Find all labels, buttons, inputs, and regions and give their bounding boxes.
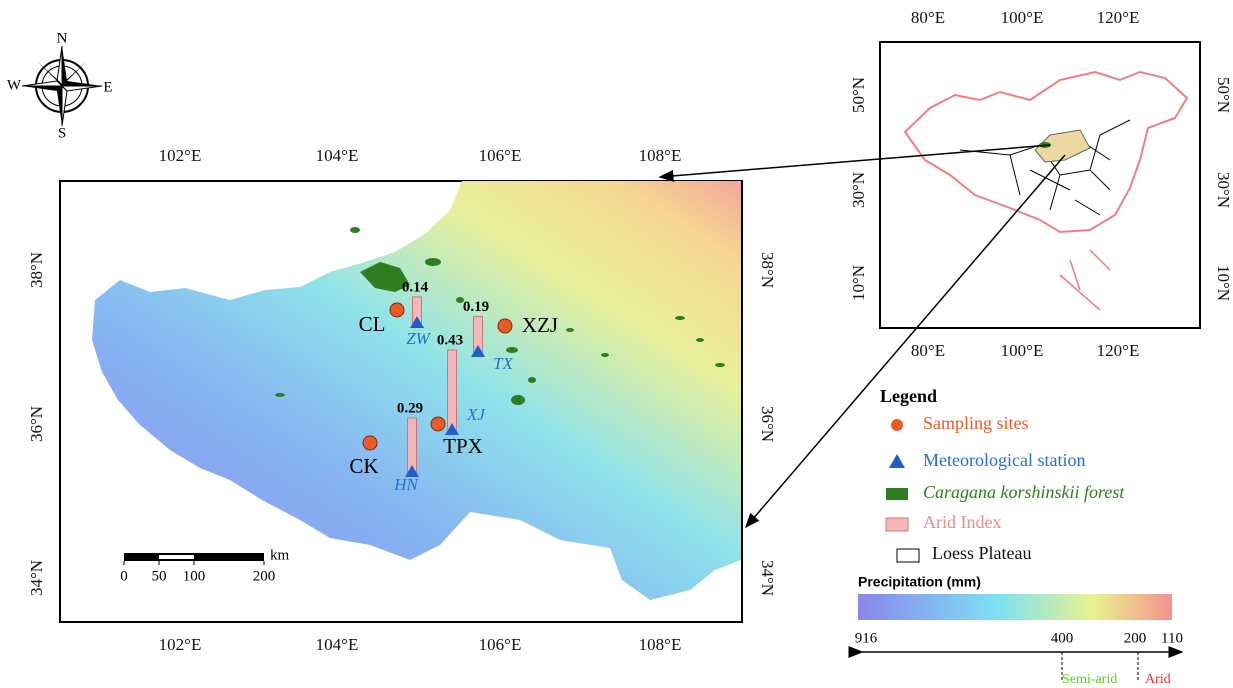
compass-n: N	[57, 30, 68, 46]
station-label: ZW	[406, 329, 431, 348]
legend-item: Meteorological station	[923, 450, 1085, 470]
site-marker	[431, 417, 445, 431]
site-label: TPX	[443, 434, 483, 458]
station-label: XJ	[466, 405, 486, 424]
main-map: 102°E 102°E 104°E 104°E 106°E 106°E 108°E 108°E…	[27, 146, 777, 654]
legend-title: Legend	[880, 386, 937, 406]
inset-y-label: 10°N	[849, 265, 868, 301]
x-axis-label: 108°E	[639, 146, 682, 165]
inset-y-label: 10°N	[1214, 265, 1233, 301]
x-axis-label: 104°E	[316, 146, 359, 165]
y-axis-label: 36°N	[27, 406, 46, 442]
arid-index-bar	[408, 418, 417, 472]
legend-item: Arid Index	[923, 512, 1001, 532]
zone-label: Arid	[1145, 672, 1171, 687]
precip-tick-label: 916	[855, 630, 878, 646]
y-axis-label: 36°N	[758, 406, 777, 442]
inset-y-label: 50°N	[1214, 77, 1233, 113]
site-label: XZJ	[522, 313, 558, 337]
site-label: CK	[349, 454, 378, 478]
inset-y-label: 30°N	[1214, 172, 1233, 208]
scale-tick-label: 50	[152, 568, 167, 584]
legend: Legend Sampling sites Meteorological sta…	[855, 386, 1183, 687]
x-axis-label: 108°E	[639, 635, 682, 654]
arid-index-label: 0.29	[397, 400, 423, 416]
inset-map: 80°E 80°E 100°E 100°E 120°E 120°E 50°N 50°N 30°N…	[660, 8, 1233, 527]
compass-w: W	[7, 77, 22, 93]
scale-unit: km	[270, 547, 290, 563]
site-label: CL	[359, 312, 386, 336]
figure: N S W E 102°E102°E104°E104°E106°E106°E10…	[0, 0, 1233, 688]
compass-e: E	[103, 79, 112, 95]
compass: N S W E	[7, 30, 113, 141]
arid-index-bar	[448, 350, 457, 430]
inset-x-label: 80°E	[911, 8, 945, 27]
site-marker	[498, 319, 512, 333]
x-axis-label: 102°E	[159, 146, 202, 165]
inset-x-label: 120°E	[1097, 8, 1140, 27]
legend-item: Sampling sites	[923, 413, 1029, 433]
legend-item: Caragana korshinskii forest	[923, 482, 1125, 502]
y-axis-label: 34°N	[27, 560, 46, 596]
precip-tick-label: 110	[1161, 630, 1183, 646]
y-axis-label: 38°N	[758, 252, 777, 288]
zone-label: Semi-arid	[1062, 672, 1117, 687]
compass-s: S	[58, 125, 66, 141]
precip-tick-label: 200	[1124, 630, 1147, 646]
legend-item: Loess Plateau	[932, 543, 1031, 563]
inset-y-label: 30°N	[849, 172, 868, 208]
precip-title: Precipitation (mm)	[858, 574, 981, 590]
precip-labels: 916 400 200 110	[855, 630, 1183, 646]
inset-x-label: 120°E	[1097, 341, 1140, 360]
precip-bar	[858, 594, 1172, 620]
y-axis-label: 38°N	[27, 252, 46, 288]
scale-tick-label: 100	[183, 568, 206, 584]
precip-tick-label: 400	[1051, 630, 1074, 646]
arid-index-label: 0.19	[463, 299, 489, 315]
station-label: HN	[393, 475, 419, 494]
x-axis-label: 106°E	[479, 146, 522, 165]
station-label: TX	[493, 354, 513, 373]
arid-index-label: 0.14	[402, 279, 429, 295]
arid-index-label: 0.43	[437, 332, 463, 348]
scale-bar-seg	[159, 555, 194, 559]
inset-x-label: 80°E	[911, 341, 945, 360]
y-axis-label: 34°N	[758, 560, 777, 596]
site-marker	[390, 303, 404, 317]
inset-y-label: 50°N	[849, 77, 868, 113]
site-marker	[363, 436, 377, 450]
x-axis-label: 104°E	[316, 635, 359, 654]
inset-x-label: 100°E	[1001, 8, 1044, 27]
x-axis-label: 106°E	[479, 635, 522, 654]
inset-x-label: 100°E	[1001, 341, 1044, 360]
scale-tick-label: 200	[253, 568, 276, 584]
x-axis-label: 102°E	[159, 635, 202, 654]
scale-tick-label: 0	[120, 568, 128, 584]
